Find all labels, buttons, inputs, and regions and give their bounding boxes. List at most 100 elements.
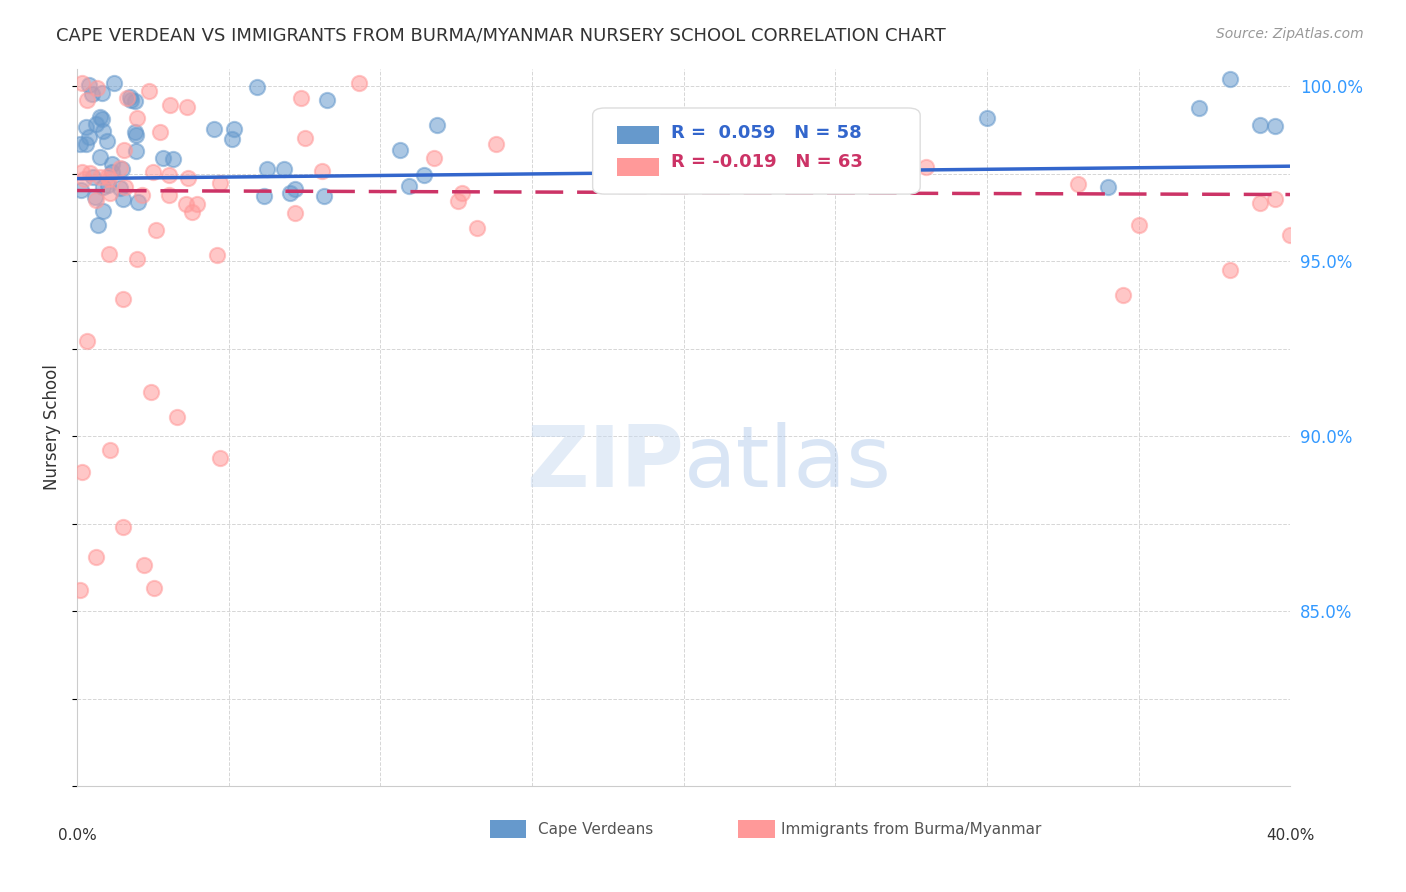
Immigrants from Burma/Myanmar	[142, 165, 165, 179]
Immigrants from Burma/Myanmar	[186, 197, 208, 211]
Cape Verdeans	[75, 120, 97, 134]
Immigrants from Burma/Myanmar	[166, 409, 188, 424]
Text: Immigrants from Burma/Myanmar: Immigrants from Burma/Myanmar	[780, 822, 1040, 837]
Cape Verdeans	[273, 161, 295, 176]
Immigrants from Burma/Myanmar	[176, 100, 198, 114]
Immigrants from Burma/Myanmar	[86, 549, 108, 564]
Immigrants from Burma/Myanmar	[100, 442, 122, 457]
Immigrants from Burma/Myanmar	[111, 292, 134, 306]
Immigrants from Burma/Myanmar	[1067, 177, 1090, 191]
Immigrants from Burma/Myanmar	[139, 384, 162, 399]
Text: 0.0%: 0.0%	[58, 828, 97, 843]
Immigrants from Burma/Myanmar	[79, 166, 101, 180]
Immigrants from Burma/Myanmar	[142, 581, 165, 595]
Cape Verdeans	[152, 151, 174, 165]
Cape Verdeans	[246, 80, 269, 95]
Cape Verdeans	[222, 122, 245, 136]
Cape Verdeans	[1264, 120, 1286, 134]
Bar	[617, 126, 659, 144]
Immigrants from Burma/Myanmar	[131, 188, 153, 202]
Immigrants from Burma/Myanmar	[86, 81, 108, 95]
Cape Verdeans	[413, 168, 436, 182]
Cape Verdeans	[91, 123, 114, 137]
Cape Verdeans	[70, 183, 93, 197]
Immigrants from Burma/Myanmar	[138, 85, 160, 99]
Cape Verdeans	[125, 128, 148, 142]
Cape Verdeans	[127, 194, 149, 209]
Bar	[489, 820, 526, 838]
Immigrants from Burma/Myanmar	[97, 247, 120, 261]
Immigrants from Burma/Myanmar	[1128, 218, 1150, 232]
Immigrants from Burma/Myanmar	[205, 248, 228, 262]
Cape Verdeans	[100, 165, 122, 179]
Immigrants from Burma/Myanmar	[311, 164, 333, 178]
Immigrants from Burma/Myanmar	[1218, 262, 1240, 277]
Cape Verdeans	[824, 145, 846, 159]
Cape Verdeans	[256, 161, 278, 176]
Immigrants from Burma/Myanmar	[349, 76, 371, 90]
Immigrants from Burma/Myanmar	[174, 196, 197, 211]
Cape Verdeans	[103, 76, 125, 90]
Immigrants from Burma/Myanmar	[159, 98, 181, 112]
Immigrants from Burma/Myanmar	[290, 91, 312, 105]
Immigrants from Burma/Myanmar	[89, 169, 111, 184]
Immigrants from Burma/Myanmar	[97, 171, 120, 186]
Cape Verdeans	[284, 182, 307, 196]
Immigrants from Burma/Myanmar	[177, 170, 200, 185]
Immigrants from Burma/Myanmar	[72, 171, 94, 186]
Immigrants from Burma/Myanmar	[69, 582, 91, 597]
Cape Verdeans	[77, 78, 100, 92]
Text: R =  0.059   N = 58: R = 0.059 N = 58	[672, 124, 862, 142]
Cape Verdeans	[124, 94, 146, 108]
FancyBboxPatch shape	[593, 108, 920, 194]
Text: CAPE VERDEAN VS IMMIGRANTS FROM BURMA/MYANMAR NURSERY SCHOOL CORRELATION CHART: CAPE VERDEAN VS IMMIGRANTS FROM BURMA/MY…	[56, 27, 946, 45]
Immigrants from Burma/Myanmar	[134, 558, 156, 572]
Cape Verdeans	[202, 122, 225, 136]
Cape Verdeans	[89, 150, 111, 164]
Immigrants from Burma/Myanmar	[149, 125, 172, 139]
Immigrants from Burma/Myanmar	[284, 206, 307, 220]
Immigrants from Burma/Myanmar	[485, 137, 508, 152]
Immigrants from Burma/Myanmar	[98, 186, 121, 201]
Cape Verdeans	[84, 117, 107, 131]
Immigrants from Burma/Myanmar	[447, 194, 470, 208]
Cape Verdeans	[75, 136, 97, 151]
Cape Verdeans	[89, 110, 111, 124]
Cape Verdeans	[91, 203, 114, 218]
Immigrants from Burma/Myanmar	[157, 188, 180, 202]
Bar	[617, 158, 659, 176]
Immigrants from Burma/Myanmar	[115, 91, 138, 105]
Text: atlas: atlas	[683, 422, 891, 505]
Cape Verdeans	[252, 188, 274, 202]
Cape Verdeans	[86, 219, 108, 233]
Cape Verdeans	[118, 90, 141, 104]
Immigrants from Burma/Myanmar	[423, 151, 446, 165]
Cape Verdeans	[162, 152, 184, 166]
Text: Cape Verdeans: Cape Verdeans	[538, 822, 654, 837]
Text: ZIP: ZIP	[526, 422, 683, 505]
Cape Verdeans	[83, 189, 105, 203]
Immigrants from Burma/Myanmar	[76, 334, 98, 348]
Cape Verdeans	[1188, 102, 1211, 116]
Immigrants from Burma/Myanmar	[209, 176, 232, 190]
Cape Verdeans	[398, 178, 420, 193]
Cape Verdeans	[91, 112, 114, 127]
Cape Verdeans	[82, 87, 104, 102]
Cape Verdeans	[316, 93, 339, 107]
Immigrants from Burma/Myanmar	[125, 111, 148, 125]
Bar	[738, 820, 775, 838]
Cape Verdeans	[221, 131, 243, 145]
Cape Verdeans	[100, 157, 122, 171]
Cape Verdeans	[93, 180, 115, 194]
Immigrants from Burma/Myanmar	[450, 186, 472, 201]
Immigrants from Burma/Myanmar	[70, 165, 93, 179]
Immigrants from Burma/Myanmar	[1279, 227, 1302, 242]
Immigrants from Burma/Myanmar	[76, 93, 98, 107]
Immigrants from Burma/Myanmar	[145, 223, 167, 237]
Immigrants from Burma/Myanmar	[125, 252, 148, 266]
Text: Source: ZipAtlas.com: Source: ZipAtlas.com	[1216, 27, 1364, 41]
Cape Verdeans	[120, 93, 142, 107]
Immigrants from Burma/Myanmar	[84, 193, 107, 207]
Immigrants from Burma/Myanmar	[209, 450, 232, 465]
Cape Verdeans	[312, 189, 335, 203]
